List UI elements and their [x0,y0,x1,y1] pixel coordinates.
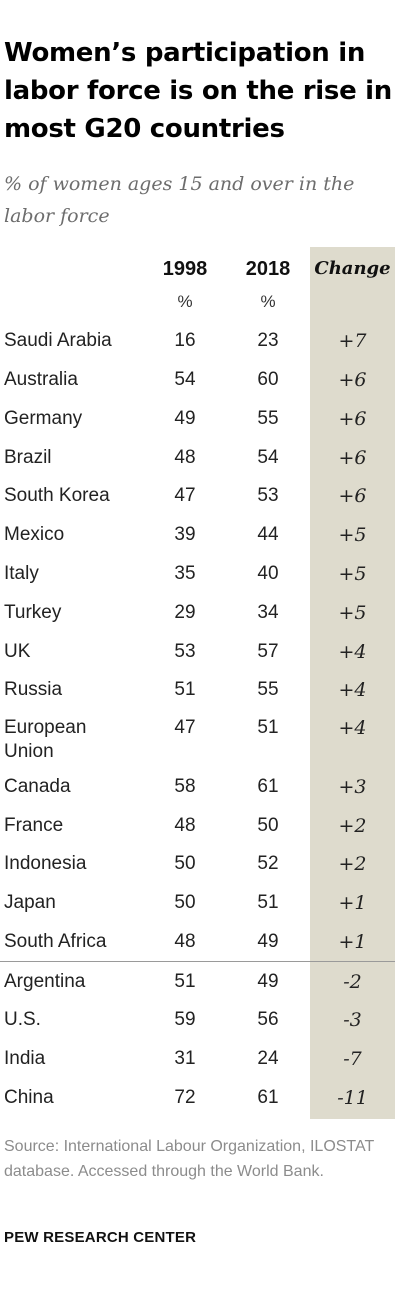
value-2018: 49 [257,971,279,992]
brand-logo-text: PEW RESEARCH CENTER [4,1229,197,1246]
source-note: Source: International Labour Organizatio… [4,1138,374,1180]
value-1998: 53 [174,641,196,662]
value-1998: 47 [174,717,196,738]
header-1998: 1998 [162,258,208,280]
value-2018: 57 [257,641,279,662]
value-1998: 47 [174,485,196,506]
value-2018: 61 [257,1087,279,1108]
country-name: U.S. [4,1009,41,1030]
value-1998: 49 [174,408,196,429]
value-change: +1 [338,931,367,953]
value-change: +5 [338,563,367,585]
country-name: South Africa [4,931,107,952]
value-2018: 54 [257,447,279,468]
value-change: +3 [338,776,367,798]
country-name: Mexico [4,524,65,545]
value-change: +4 [338,641,367,663]
country-name: UK [4,641,31,662]
country-name: European Union [4,717,87,762]
value-1998: 51 [174,971,196,992]
country-name: Indonesia [4,853,87,874]
value-1998: 29 [174,602,196,623]
value-2018: 50 [257,815,279,836]
value-2018: 53 [257,485,279,506]
country-name: Canada [4,776,71,797]
unit-label-2018: % [260,292,276,311]
value-2018: 34 [257,602,279,623]
value-1998: 72 [174,1087,196,1108]
value-2018: 60 [257,369,279,390]
header-change: Change [314,258,391,279]
value-2018: 49 [257,931,279,952]
value-1998: 35 [174,563,196,584]
value-change: +4 [338,679,367,701]
value-change: +5 [338,524,367,546]
value-2018: 55 [257,408,279,429]
value-change: +2 [338,815,367,837]
value-2018: 23 [257,330,279,351]
country-name: Russia [4,679,63,700]
value-change: +6 [338,369,367,391]
country-name: Argentina [4,971,86,992]
value-change: +5 [338,602,367,624]
chart-title: Women’s participation in labor force is … [4,38,393,144]
value-1998: 51 [174,679,196,700]
divider-line [0,961,395,962]
value-1998: 48 [174,447,196,468]
value-2018: 44 [257,524,279,545]
value-change: -3 [343,1009,362,1031]
value-1998: 39 [174,524,196,545]
value-1998: 58 [174,776,196,797]
value-change: +6 [338,485,367,507]
value-2018: 52 [257,853,279,874]
header-2018: 2018 [245,258,291,280]
value-1998: 48 [174,931,196,952]
value-2018: 51 [257,717,279,738]
country-name: China [4,1087,54,1108]
value-2018: 40 [257,563,279,584]
country-name: Australia [4,369,78,390]
chart-subtitle: % of women ages 15 and over in the labor… [4,173,355,227]
value-change: +4 [338,717,367,739]
value-1998: 50 [174,853,196,874]
country-name: Saudi Arabia [4,330,112,351]
value-2018: 56 [257,1009,279,1030]
country-name: India [4,1048,46,1069]
value-change: +7 [338,330,367,352]
country-name: Brazil [4,447,52,468]
value-1998: 31 [174,1048,196,1069]
value-change: -11 [337,1087,368,1109]
value-2018: 61 [257,776,279,797]
value-1998: 50 [174,892,196,913]
value-2018: 55 [257,679,279,700]
value-1998: 54 [174,369,196,390]
change-column-highlight [310,247,395,1119]
value-change: +2 [338,853,367,875]
value-change: -2 [343,971,362,993]
value-change: +6 [338,447,367,469]
value-1998: 16 [174,330,196,351]
country-name: Italy [4,563,39,584]
country-name: South Korea [4,485,110,506]
country-name: Japan [4,892,56,913]
value-1998: 59 [174,1009,196,1030]
country-name: Germany [4,408,83,429]
value-change: +6 [338,408,367,430]
value-2018: 51 [257,892,279,913]
country-name: Turkey [4,602,62,623]
value-change: -7 [343,1048,362,1070]
value-2018: 24 [257,1048,279,1069]
country-name: France [4,815,64,836]
value-change: +1 [338,892,367,914]
value-1998: 48 [174,815,196,836]
unit-label-1998: % [177,292,193,311]
